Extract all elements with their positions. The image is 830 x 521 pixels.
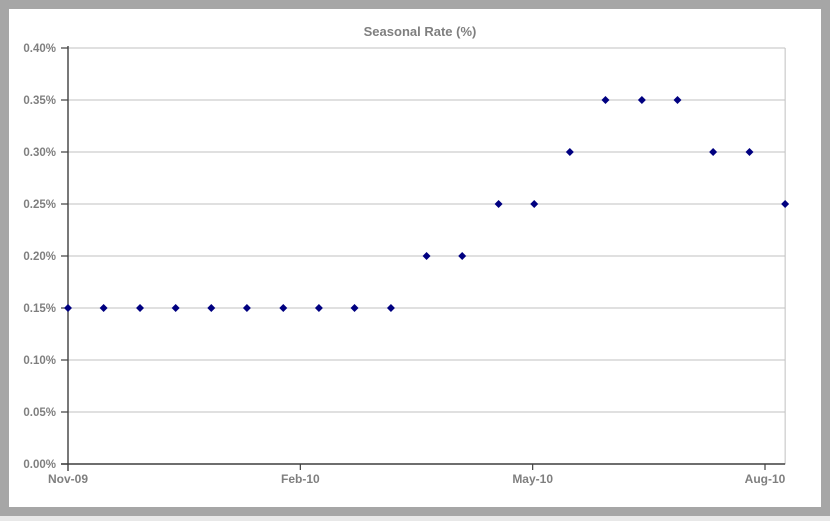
chart-title: Seasonal Rate (%) [364,24,477,39]
data-point [64,304,72,312]
data-point [781,200,790,208]
data-point [745,148,754,156]
data-point [386,304,395,312]
y-axis-label: 0.30% [23,147,56,159]
data-point [422,252,431,260]
data-point [279,304,288,312]
data-point [673,96,682,104]
y-axis-label: 0.00% [23,459,56,471]
data-point [565,148,574,156]
y-labels-group: 0.00% 0.05% 0.10% 0.15% 0.20% 0.25% 0.30% 0.35%… [23,43,56,471]
data-point [171,304,180,312]
x-ticks-group [299,464,766,470]
y-axis-label: 0.15% [23,303,56,315]
x-axis-label: Nov-09 [48,472,88,486]
data-point [242,304,251,312]
y-axis-label: 0.40% [23,43,56,55]
x-axis-label: May-10 [512,472,553,486]
x-axis-label: Aug-10 [745,472,786,486]
data-point [458,252,467,260]
x-labels-group: Nov-09 Feb-10 May-10 Aug-10 [48,472,786,486]
y-axis-label: 0.05% [23,407,56,419]
y-axis-label: 0.10% [23,355,56,367]
y-axis-label: 0.25% [23,199,56,211]
data-point [637,96,646,104]
axes-group [61,46,786,471]
data-point [601,96,610,104]
data-points-group [64,96,790,312]
data-point [494,200,503,208]
data-point [530,200,539,208]
data-point [136,304,145,312]
y-axis-label: 0.35% [23,95,56,107]
data-point [709,148,718,156]
y-axis-label: 0.20% [23,251,56,263]
data-point [350,304,359,312]
data-point [99,304,108,312]
data-point [207,304,216,312]
x-axis-label: Feb-10 [281,472,320,486]
data-point [314,304,323,312]
gridlines-group [68,47,786,413]
